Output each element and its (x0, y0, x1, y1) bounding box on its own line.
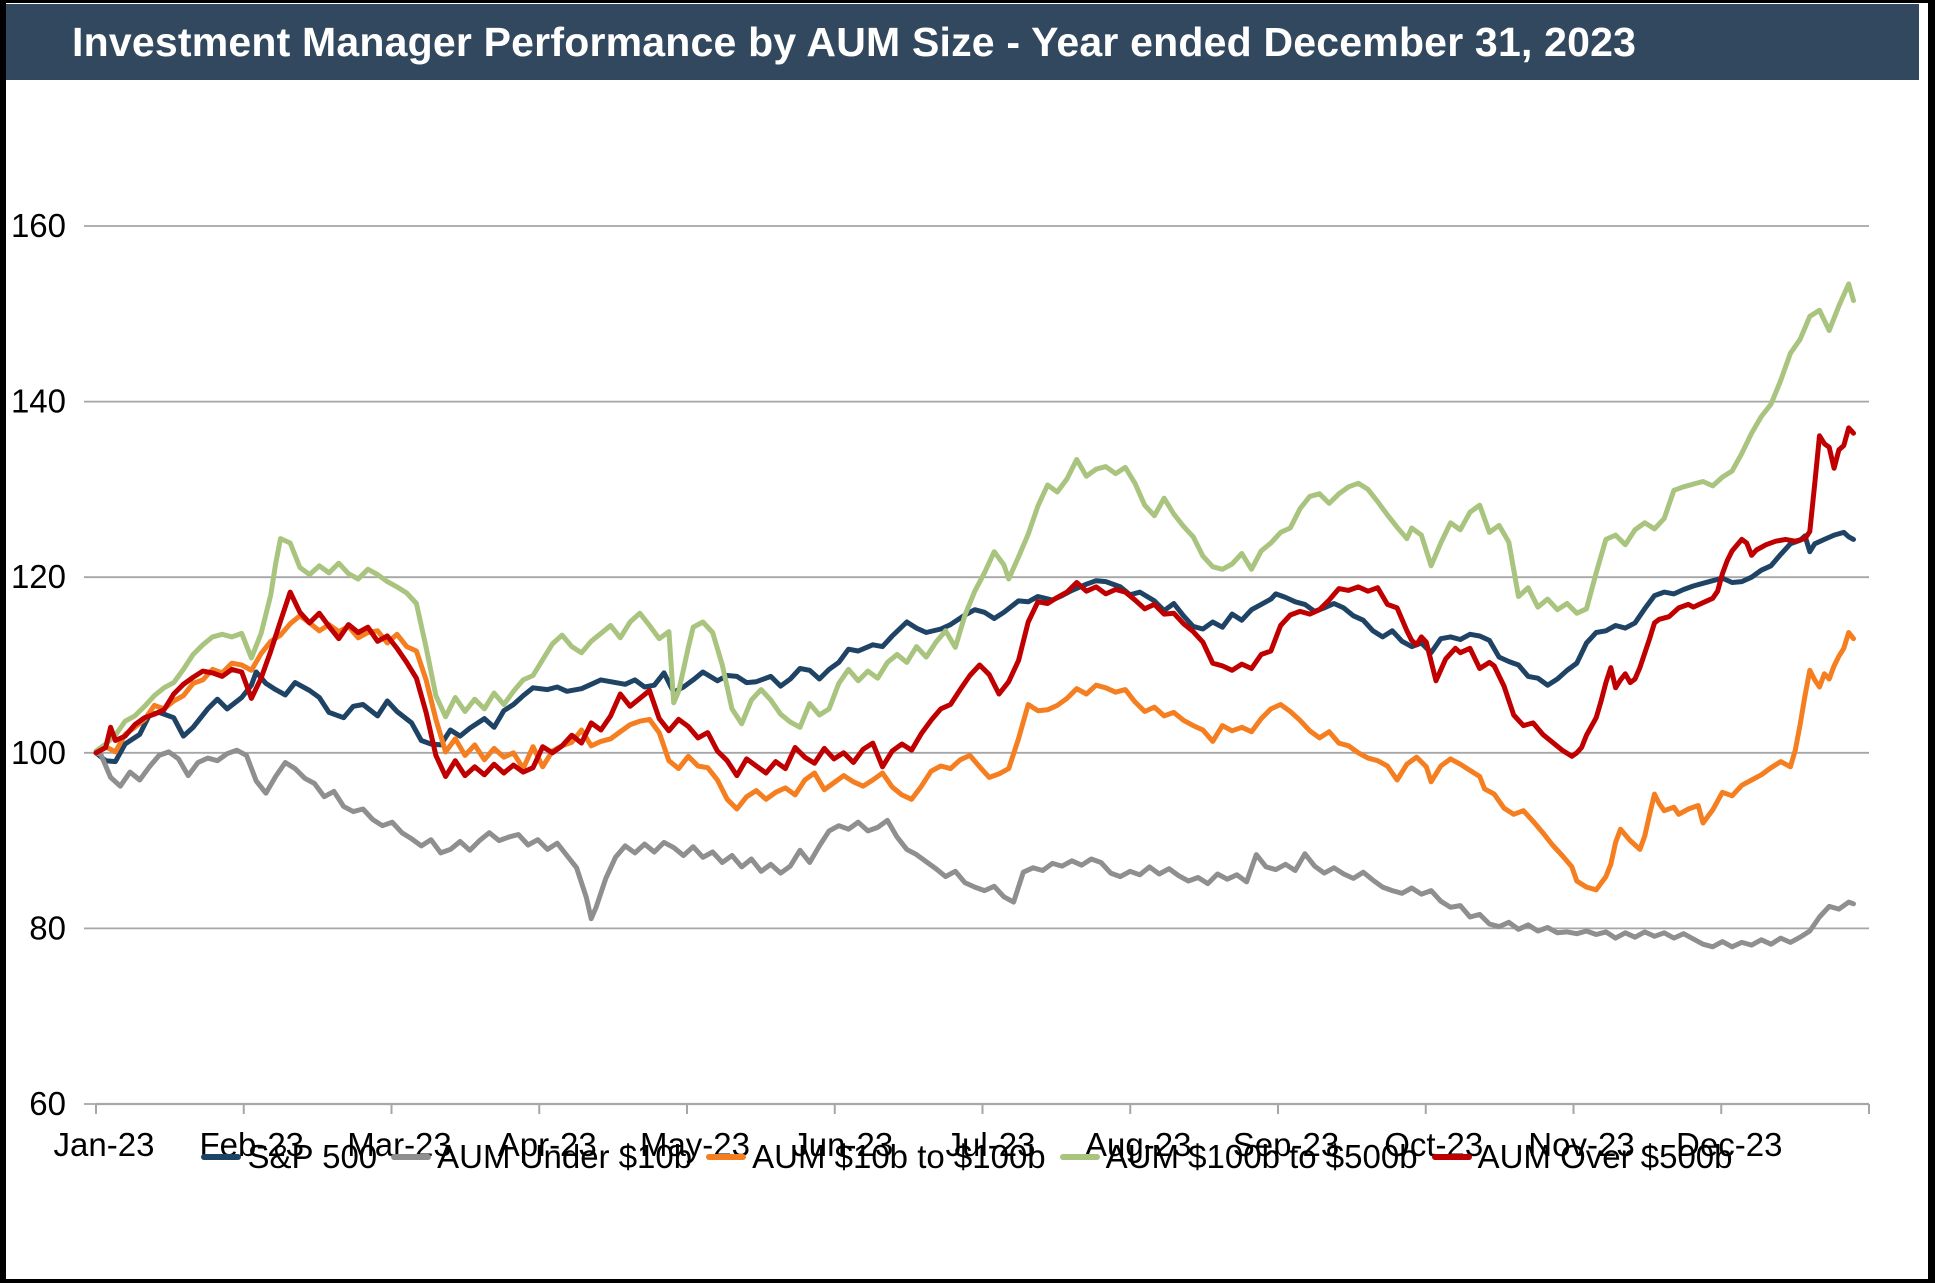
series-line-under10b (93, 747, 1856, 950)
legend-item-under10b: AUM Under $10b (391, 1138, 692, 1176)
series-line-sp500 (93, 529, 1856, 765)
legend-item-sp500: S&P 500 (201, 1138, 377, 1176)
legend-item-b10to100: AUM $10b to $100b (706, 1138, 1046, 1176)
chart-area: 60 80 100 120 140 160 Jan-23 Feb-23 Mar-23 Apr-23… (6, 80, 1928, 1279)
legend-item-over500b: AUM Over $500b (1431, 1138, 1733, 1176)
x-tick-label: Dec-23 (1676, 1126, 1782, 1163)
x-tick-label: Aug-23 (1085, 1126, 1191, 1163)
x-axis-labels: Jan-23 Feb-23 Mar-23 Apr-23 May-23 Jun-23 Jul-… (54, 1126, 1783, 1163)
x-tick-label: Sep-23 (1233, 1126, 1339, 1163)
page-frame: Investment Manager Performance by AUM Si… (6, 3, 1928, 1279)
y-tick-label: 100 (11, 734, 66, 771)
chart-title-bar: Investment Manager Performance by AUM Si… (6, 4, 1919, 80)
legend-swatch-sp500 (201, 1154, 242, 1160)
series-line-b10to100 (93, 613, 1856, 893)
chart-title: Investment Manager Performance by AUM Si… (72, 18, 1637, 65)
series-line-b100to500 (93, 281, 1856, 754)
legend-label: AUM Over $500b (1477, 1138, 1733, 1175)
legend-swatch-over500b (1431, 1154, 1472, 1160)
legend-label: AUM $100b to $500b (1105, 1138, 1418, 1175)
legend-swatch-b10to100 (706, 1154, 747, 1160)
x-tick-label: Jun-23 (792, 1126, 893, 1163)
x-axis (95, 1102, 1870, 1114)
legend-item-b100to500: AUM $100b to $500b (1059, 1138, 1418, 1176)
chart-legend: S&P 500 AUM Under $10b AUM $10b to $100b AU… (6, 1138, 1928, 1176)
x-tick-label: Apr-23 (498, 1126, 597, 1163)
y-tick-label: 140 (11, 383, 66, 420)
legend-label: S&P 500 (247, 1138, 378, 1175)
y-tick-label: 60 (29, 1085, 66, 1122)
legend-swatch-b100to500 (1059, 1154, 1100, 1160)
y-axis-labels: 60 80 100 120 140 160 (11, 207, 66, 1122)
legend-swatch-under10b (391, 1154, 432, 1160)
x-tick-label: Nov-23 (1528, 1126, 1634, 1163)
y-tick-label: 80 (29, 909, 66, 946)
legend-label: AUM $10b to $100b (752, 1138, 1046, 1175)
x-tick-label: Jul-23 (946, 1126, 1036, 1163)
series-line-over500b (93, 425, 1856, 779)
legend-label: AUM Under $10b (437, 1138, 693, 1175)
y-tick-label: 120 (11, 558, 66, 595)
x-tick-label: Jan-23 (54, 1126, 155, 1163)
chart-canvas: 60 80 100 120 140 160 Jan-23 Feb-23 Mar-23 Apr-23… (11, 207, 1870, 1163)
y-tick-label: 160 (11, 207, 66, 244)
